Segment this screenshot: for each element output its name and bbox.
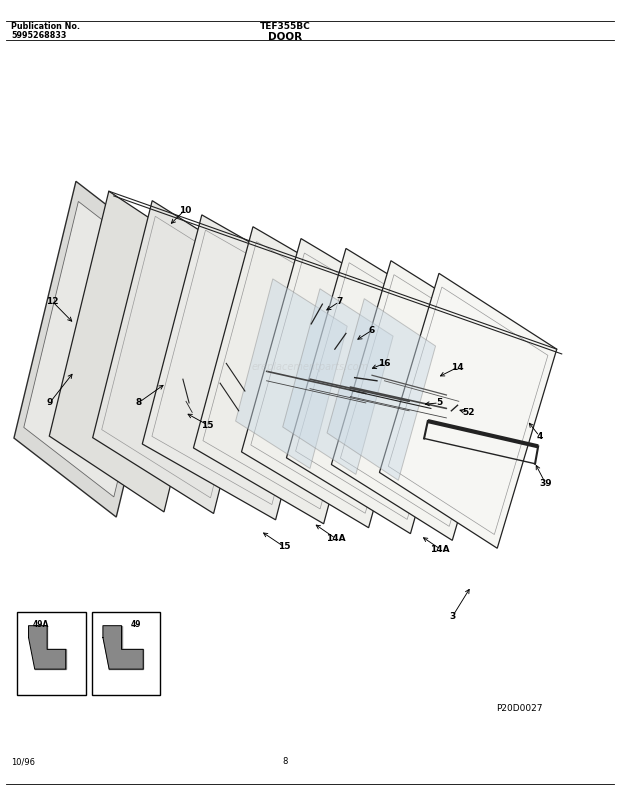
- Polygon shape: [92, 201, 273, 514]
- Text: 16: 16: [378, 359, 391, 368]
- Bar: [92, 612, 160, 695]
- Text: 10: 10: [179, 205, 191, 215]
- Text: 14: 14: [451, 363, 464, 372]
- Text: 39: 39: [539, 479, 552, 488]
- Polygon shape: [331, 261, 512, 540]
- Polygon shape: [103, 626, 143, 669]
- Text: 12: 12: [46, 297, 59, 307]
- Text: 6: 6: [369, 325, 375, 335]
- Polygon shape: [286, 248, 470, 534]
- Polygon shape: [29, 626, 66, 669]
- Text: 49A: 49A: [33, 620, 50, 629]
- Text: 14A: 14A: [326, 534, 346, 544]
- Polygon shape: [379, 273, 557, 548]
- Text: 9: 9: [46, 398, 53, 408]
- Text: 8: 8: [283, 758, 288, 766]
- Text: 15: 15: [278, 542, 290, 551]
- Text: 5: 5: [436, 398, 442, 408]
- Text: 49: 49: [131, 620, 141, 629]
- Text: 7: 7: [336, 297, 342, 307]
- Polygon shape: [50, 191, 223, 512]
- Text: 15: 15: [202, 420, 214, 430]
- Bar: [17, 612, 86, 695]
- Text: DOOR: DOOR: [268, 32, 303, 42]
- Polygon shape: [143, 215, 335, 520]
- Polygon shape: [193, 227, 383, 524]
- Polygon shape: [242, 239, 428, 528]
- Polygon shape: [236, 279, 347, 468]
- Text: ereplacementparts.com: ereplacementparts.com: [252, 363, 368, 372]
- Text: 8: 8: [135, 398, 141, 408]
- Text: 5995268833: 5995268833: [11, 31, 66, 40]
- Polygon shape: [283, 288, 393, 474]
- Text: 3: 3: [450, 611, 456, 621]
- Text: TEF355BC: TEF355BC: [260, 22, 311, 31]
- Text: 10/96: 10/96: [11, 758, 35, 766]
- Polygon shape: [327, 299, 435, 480]
- Text: 14A: 14A: [430, 544, 450, 554]
- Text: Publication No.: Publication No.: [11, 22, 80, 31]
- Polygon shape: [24, 201, 169, 497]
- Text: 4: 4: [536, 431, 542, 441]
- Polygon shape: [14, 181, 179, 517]
- Text: P20D0027: P20D0027: [496, 704, 542, 713]
- Text: 52: 52: [462, 408, 474, 417]
